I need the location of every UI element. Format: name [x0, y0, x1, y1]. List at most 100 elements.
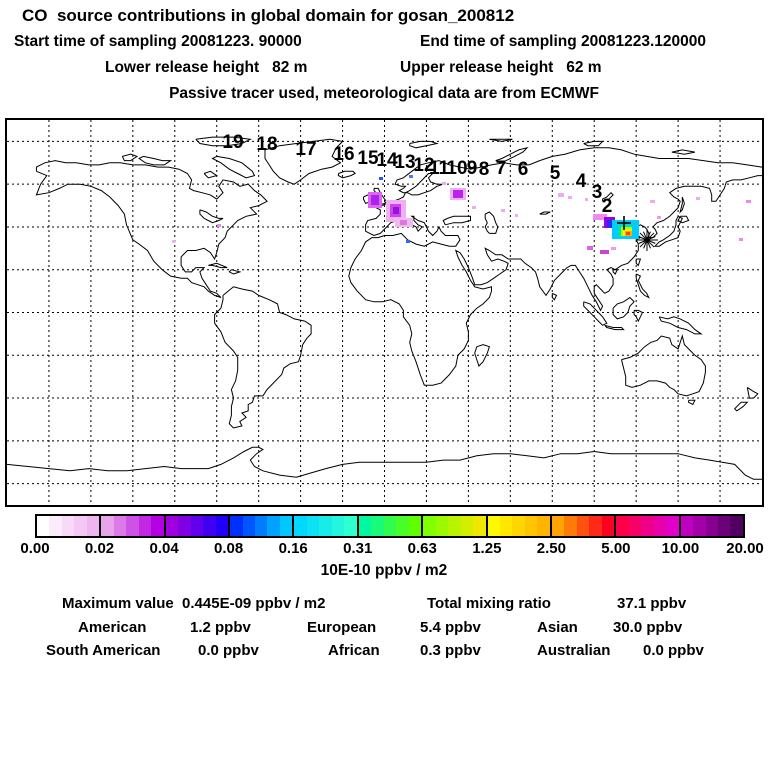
trajectory-day-label: 5	[550, 163, 561, 184]
source-contribution-cell	[515, 214, 518, 217]
coastline	[208, 262, 228, 269]
trajectory-day-label: 2	[602, 196, 613, 217]
coastline	[348, 147, 762, 386]
colorbar-cell	[37, 516, 50, 536]
source-contribution-cell	[172, 240, 175, 243]
coastline	[653, 215, 683, 247]
colorbar-segment	[551, 516, 617, 536]
total-mixing-ratio-value: 37.1 ppbv	[617, 595, 687, 612]
colorbar-segment	[230, 516, 295, 536]
colorbar-cell	[203, 516, 216, 536]
source-contribution-cell	[626, 232, 630, 235]
colorbar-cell	[255, 516, 268, 536]
source-contribution-cell	[406, 240, 410, 243]
colorbar-cell	[718, 516, 731, 536]
source-contribution-cell	[600, 250, 609, 254]
colorbar-cell	[279, 516, 293, 536]
coastline	[583, 301, 608, 326]
coastline	[677, 215, 690, 224]
region-name: American	[78, 619, 147, 636]
maximum-value-label: Maximum value 0.445E-09 ppbv / m2	[62, 595, 326, 612]
region-value: 0.0 ppbv	[198, 642, 259, 659]
colorbar-cell	[499, 516, 513, 536]
coastline	[621, 334, 706, 397]
coastline	[484, 211, 499, 234]
trajectory-day-label: 18	[256, 134, 277, 155]
colorbar-cell	[537, 516, 550, 536]
coastline	[199, 209, 224, 224]
colorbar-tick-label: 0.04	[149, 540, 179, 557]
coastline	[489, 138, 513, 142]
region-value: 0.0 ppbv	[643, 642, 704, 659]
trajectory-day-label: 6	[518, 159, 529, 180]
colorbar-cell	[306, 516, 320, 536]
coastline	[409, 140, 439, 149]
colorbar-tick-label: 0.16	[278, 540, 308, 557]
coastline	[214, 286, 312, 429]
colorbar-cell	[190, 516, 204, 536]
coastline	[633, 309, 644, 323]
source-contribution-cell	[568, 196, 572, 199]
region-name: European	[307, 619, 377, 636]
tracer-note: Passive tracer used, meteorological data…	[169, 85, 599, 102]
source-contribution-cell	[746, 200, 751, 203]
colorbar-tick-label: 0.63	[407, 540, 437, 557]
colorbar-cell	[680, 516, 694, 536]
coastline	[264, 138, 344, 185]
colorbar-cell	[628, 516, 642, 536]
colorbar-segment	[294, 516, 359, 536]
colorbar-cell	[512, 516, 525, 536]
colorbar-cell	[589, 516, 602, 536]
colorbar-cell	[151, 516, 164, 536]
colorbar-tick-label: 10.00	[661, 540, 700, 557]
colorbar-cell	[126, 516, 139, 536]
colorbar-cell	[61, 516, 75, 536]
colorbar-cell	[564, 516, 577, 536]
coastline	[35, 160, 268, 298]
region-value: 30.0 ppbv	[613, 619, 683, 636]
colorbar-cell	[113, 516, 127, 536]
trajectory-day-label: 13	[394, 152, 415, 173]
coastline	[211, 155, 256, 179]
coastline	[604, 324, 625, 331]
lower-release-label: Lower release height 82 m	[105, 59, 308, 76]
colorbar-cell	[460, 516, 474, 536]
trajectory-day-label: 19	[222, 132, 243, 153]
colorbar-segment	[423, 516, 488, 536]
colorbar-cell	[383, 516, 397, 536]
source-contribution-cell	[472, 206, 476, 209]
region-name: Asian	[537, 619, 578, 636]
region-value: 5.4 ppbv	[420, 619, 481, 636]
colorbar-cell	[576, 516, 590, 536]
page-title: CO source contributions in global domain…	[22, 6, 515, 25]
coastline	[551, 292, 558, 301]
colorbar-tick-label: 2.50	[536, 540, 566, 557]
colorbar-cell	[423, 516, 436, 536]
source-contribution-cell	[650, 200, 655, 203]
colorbar-cell	[396, 516, 409, 536]
source-contribution-cell	[585, 198, 588, 201]
coastline	[635, 258, 642, 267]
colorbar-cell	[653, 516, 667, 536]
source-contribution-cell	[657, 216, 661, 219]
colorbar-segment	[165, 516, 231, 536]
colorbar-cell	[448, 516, 461, 536]
coastline	[612, 296, 635, 320]
trajectory-day-label: 7	[496, 158, 507, 179]
colorbar-cell	[524, 516, 538, 536]
region-name: Australian	[537, 642, 611, 659]
source-contribution-cell	[587, 246, 593, 250]
colorbar-cell	[74, 516, 87, 536]
source-contribution-cell	[558, 193, 564, 197]
colorbar-cell	[344, 516, 357, 536]
coastline	[679, 196, 685, 214]
coastline	[228, 269, 242, 275]
colorbar-segment	[680, 516, 743, 536]
colorbar-tick-label: 0.02	[84, 540, 115, 557]
colorbar-cell	[138, 516, 152, 536]
colorbar-tick-label: 0.08	[214, 540, 244, 557]
coastline	[602, 191, 614, 202]
trajectory-day-label: 15	[357, 148, 379, 169]
total-mixing-ratio-label: Total mixing ratio	[427, 595, 551, 612]
